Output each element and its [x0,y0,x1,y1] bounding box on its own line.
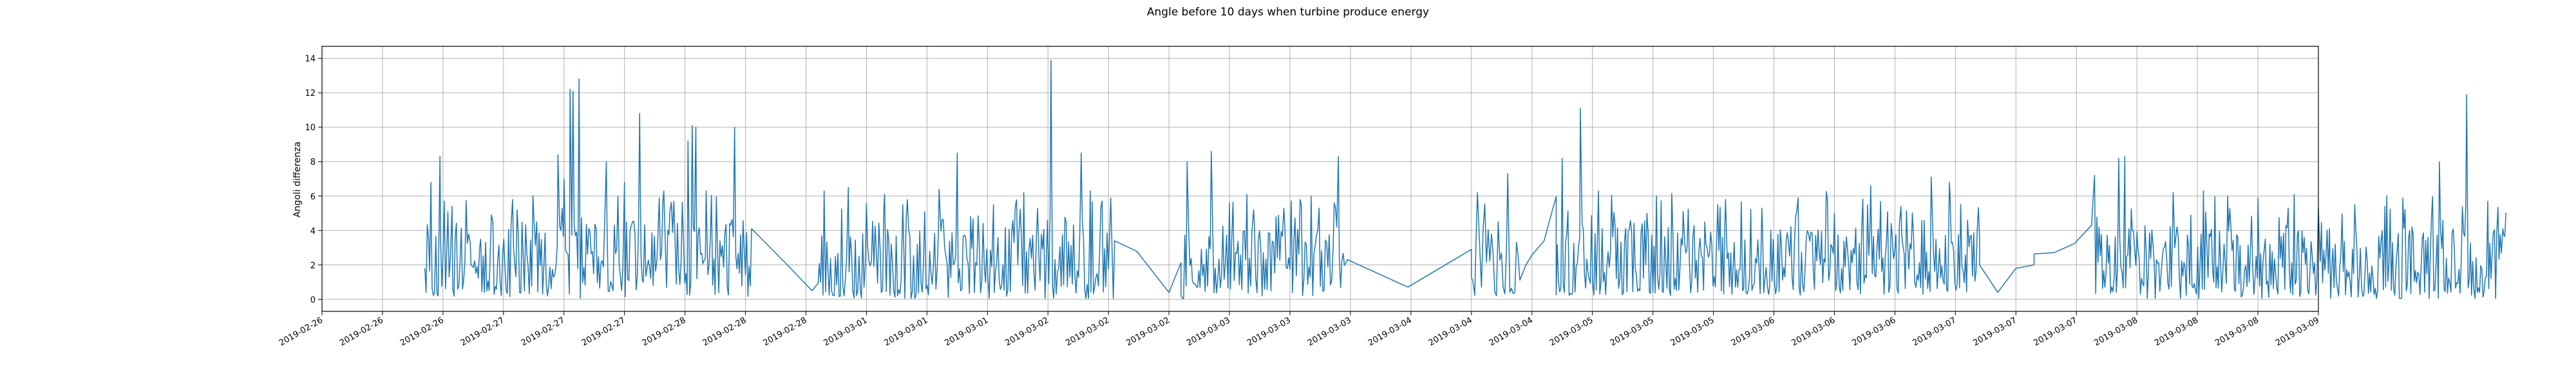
x-tick-label: 2019-03-01 [822,315,869,348]
x-tick-label: 2019-02-27 [580,315,627,348]
y-axis: 0 2 4 6 8 10 12 14 [305,55,322,305]
x-tick-label: 2019-02-28 [701,315,748,348]
y-tick-label: 0 [310,295,316,305]
x-tick-label: 2019-03-04 [1488,315,1535,348]
y-tick-label: 12 [305,89,316,98]
y-tick-label: 10 [305,124,316,133]
x-tick-label: 2019-03-07 [1911,315,1958,348]
x-tick-label: 2019-02-27 [459,315,506,348]
x-tick-label: 2019-03-08 [2213,315,2260,348]
x-tick-label: 2019-03-02 [1124,315,1171,348]
chart-title: Angle before 10 days when turbine produc… [1147,6,1429,19]
x-tick-label: 2019-03-07 [2032,315,2079,348]
x-tick-label: 2019-03-08 [2092,315,2139,348]
y-tick-label: 8 [310,158,316,167]
y-axis-label: Angoli differenza [292,142,303,217]
x-tick-label: 2019-03-01 [882,315,929,348]
axes-frame [321,46,2319,312]
x-tick-label: 2019-03-09 [2274,315,2321,348]
x-tick-label: 2019-03-02 [1064,315,1111,348]
y-tick-label: 14 [305,55,316,64]
x-tick-label: 2019-03-06 [1790,315,1837,348]
x-tick-label: 2019-02-26 [278,315,325,348]
series-line [424,59,2506,299]
x-tick-label: 2019-03-06 [1850,315,1897,348]
x-tick-label: 2019-02-26 [338,315,385,348]
x-tick-label: 2019-03-04 [1427,315,1474,348]
x-tick-label: 2019-03-03 [1306,315,1353,348]
x-tick-label: 2019-03-05 [1548,315,1595,348]
x-tick-label: 2019-03-07 [1971,315,2018,348]
x-tick-label: 2019-03-03 [1245,315,1293,348]
x-tick-label: 2019-03-02 [1003,315,1050,348]
x-tick-label: 2019-02-28 [762,315,809,348]
y-tick-label: 4 [310,226,316,236]
x-tick-label: 2019-03-08 [2153,315,2200,348]
x-tick-label: 2019-03-05 [1609,315,1656,348]
plot-area [424,59,2506,299]
x-axis: 2019-02-26 2019-02-26 2019-02-26 2019-02-27… [278,311,2321,348]
x-tick-label: 2019-02-28 [641,315,688,348]
x-tick-label: 2019-02-27 [520,315,567,348]
x-tick-label: 2019-03-03 [1185,315,1232,348]
x-tick-label: 2019-03-06 [1730,315,1777,348]
y-tick-label: 2 [310,261,316,271]
x-tick-label: 2019-03-05 [1669,315,1716,348]
x-tick-label: 2019-03-04 [1367,315,1414,348]
x-tick-label: 2019-03-01 [943,315,990,348]
y-tick-label: 6 [310,192,316,202]
x-tick-label: 2019-02-26 [399,315,446,348]
